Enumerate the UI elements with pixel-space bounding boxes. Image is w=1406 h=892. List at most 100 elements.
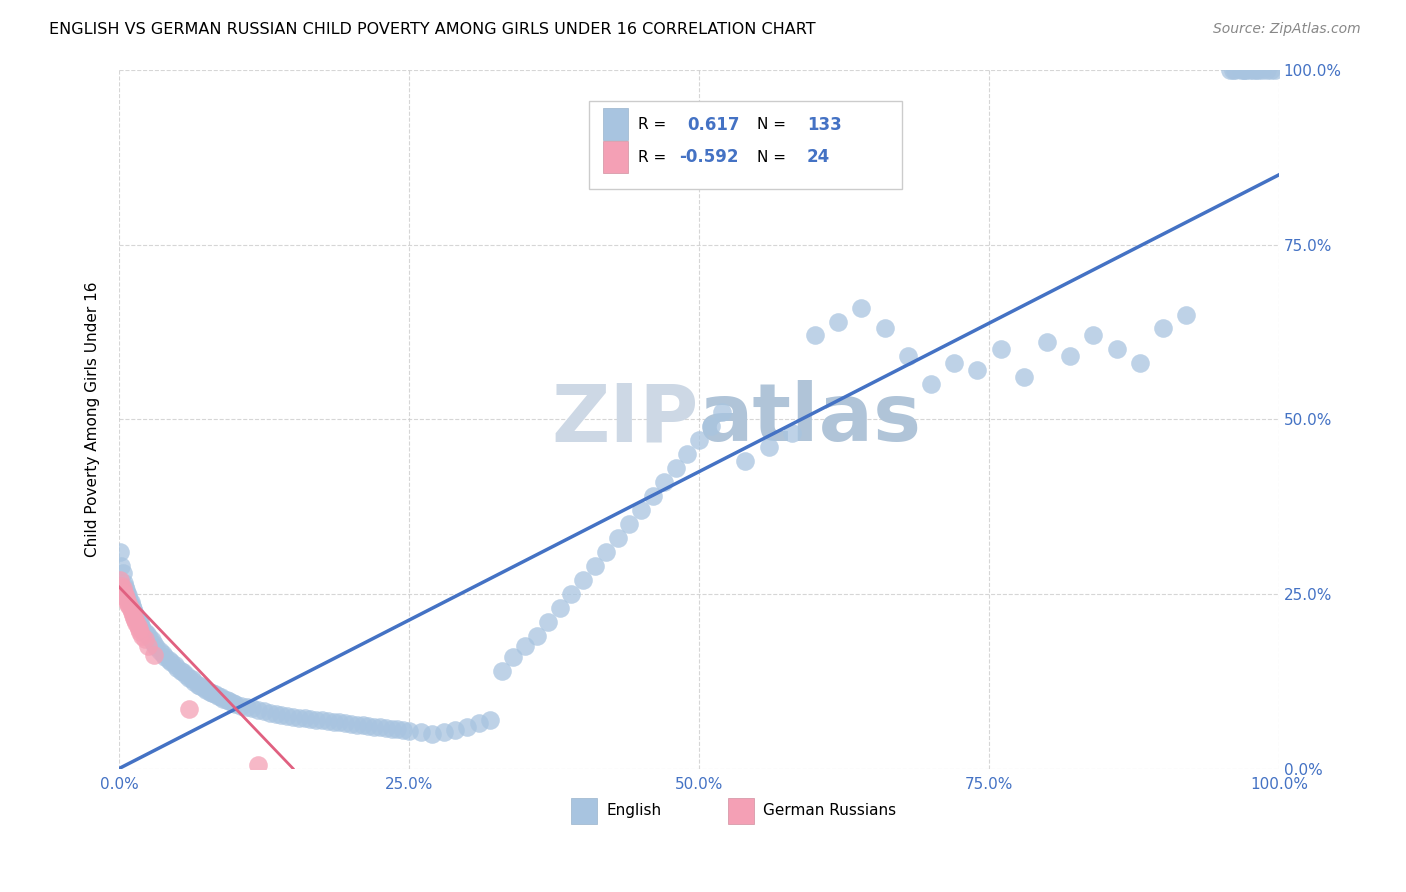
Point — [711, 405, 734, 419]
Point — [1264, 63, 1286, 78]
Point — [115, 591, 138, 606]
Text: ENGLISH VS GERMAN RUSSIAN CHILD POVERTY AMONG GIRLS UNDER 16 CORRELATION CHART: ENGLISH VS GERMAN RUSSIAN CHILD POVERTY … — [49, 22, 815, 37]
Point — [1129, 356, 1152, 370]
Point — [374, 721, 396, 735]
Point — [118, 592, 141, 607]
Point — [114, 580, 136, 594]
Point — [758, 440, 780, 454]
Point — [502, 649, 524, 664]
Point — [1036, 335, 1059, 350]
Point — [363, 720, 385, 734]
Point — [115, 583, 138, 598]
Point — [572, 573, 595, 587]
Point — [780, 426, 803, 441]
Point — [259, 706, 281, 720]
Point — [335, 716, 357, 731]
Point — [183, 674, 205, 689]
Point — [128, 622, 150, 636]
Point — [198, 684, 221, 698]
Point — [322, 714, 344, 729]
Point — [316, 714, 339, 728]
Point — [1260, 63, 1282, 78]
Point — [1247, 63, 1270, 78]
Text: R =: R = — [637, 150, 666, 165]
Point — [305, 713, 328, 727]
Point — [352, 718, 374, 732]
Point — [209, 690, 232, 705]
Point — [804, 328, 827, 343]
Point — [131, 629, 153, 643]
Point — [479, 713, 502, 727]
Point — [188, 679, 211, 693]
Point — [111, 582, 134, 596]
Bar — [571, 797, 598, 824]
Point — [873, 321, 896, 335]
Bar — [603, 109, 628, 140]
Point — [127, 612, 149, 626]
Point — [1223, 63, 1246, 78]
Point — [215, 693, 238, 707]
Point — [120, 602, 142, 616]
Point — [155, 649, 177, 664]
Point — [583, 559, 606, 574]
Point — [253, 704, 276, 718]
Point — [676, 447, 699, 461]
Point — [145, 640, 167, 654]
Point — [163, 658, 186, 673]
Point — [281, 710, 304, 724]
Point — [195, 683, 218, 698]
Point — [851, 301, 873, 315]
Point — [166, 661, 188, 675]
Point — [125, 616, 148, 631]
Point — [176, 668, 198, 682]
Point — [526, 629, 548, 643]
Point — [114, 588, 136, 602]
Point — [160, 656, 183, 670]
Point — [1250, 63, 1272, 78]
Point — [357, 719, 380, 733]
Point — [169, 664, 191, 678]
Point — [548, 600, 571, 615]
Point — [276, 709, 298, 723]
Point — [138, 630, 160, 644]
Point — [207, 689, 229, 703]
Point — [115, 587, 138, 601]
Point — [513, 640, 536, 654]
Text: N =: N = — [756, 150, 786, 165]
Point — [264, 707, 287, 722]
Point — [1236, 63, 1258, 78]
Point — [142, 648, 165, 663]
Point — [381, 722, 404, 736]
Point — [619, 517, 641, 532]
Point — [129, 616, 152, 631]
Point — [110, 578, 132, 592]
Point — [652, 475, 675, 490]
Point — [1083, 328, 1105, 343]
Point — [294, 711, 316, 725]
Point — [1219, 63, 1241, 78]
Point — [966, 363, 988, 377]
Point — [387, 723, 409, 737]
Point — [827, 314, 849, 328]
Point — [467, 716, 489, 731]
Point — [111, 566, 134, 580]
Point — [121, 599, 143, 614]
Point — [142, 637, 165, 651]
Point — [229, 698, 252, 713]
Point — [595, 545, 617, 559]
Point — [187, 678, 209, 692]
Point — [108, 545, 131, 559]
Point — [392, 723, 415, 738]
Point — [193, 681, 215, 696]
Point — [420, 726, 443, 740]
Point — [368, 720, 391, 734]
Point — [117, 597, 139, 611]
Point — [288, 710, 311, 724]
Point — [110, 559, 132, 574]
Point — [897, 350, 920, 364]
Point — [134, 632, 156, 647]
Point — [1239, 63, 1261, 78]
Point — [247, 758, 270, 772]
Point — [943, 356, 966, 370]
Point — [149, 644, 172, 658]
